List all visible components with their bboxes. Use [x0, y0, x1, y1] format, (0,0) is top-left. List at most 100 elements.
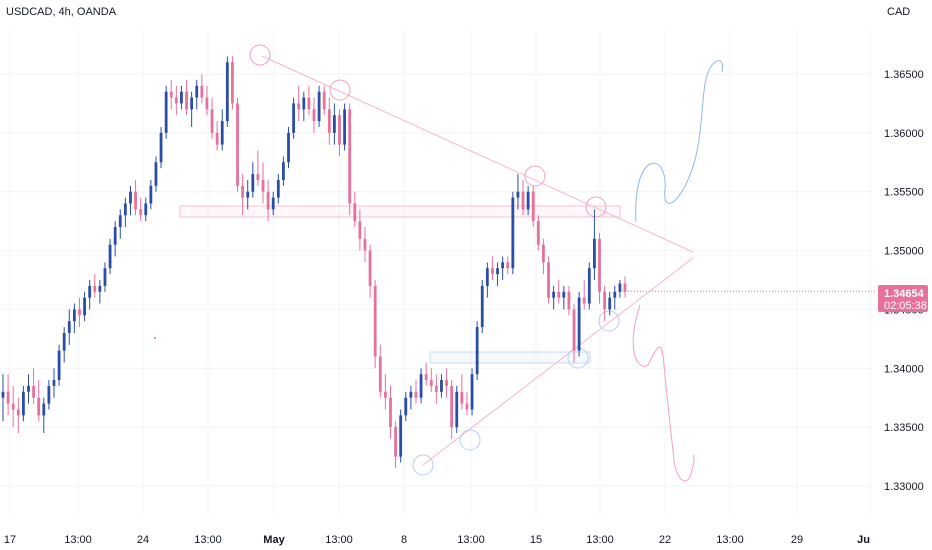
candle[interactable] — [353, 191, 357, 228]
candle[interactable] — [292, 97, 296, 139]
candle[interactable] — [470, 368, 474, 416]
candle[interactable] — [47, 380, 51, 410]
candle[interactable] — [485, 262, 489, 298]
candle[interactable] — [429, 368, 433, 392]
candle[interactable] — [598, 232, 601, 304]
candle[interactable] — [220, 109, 224, 151]
candle[interactable] — [593, 209, 596, 280]
candle[interactable] — [332, 103, 336, 145]
candle[interactable] — [358, 209, 362, 251]
candle[interactable] — [623, 276, 627, 298]
candle[interactable] — [327, 97, 331, 145]
swing-circle[interactable] — [524, 165, 546, 187]
candle[interactable] — [302, 91, 306, 122]
candle[interactable] — [113, 221, 117, 257]
upper-trendline[interactable] — [261, 55, 694, 253]
candle[interactable] — [440, 374, 443, 398]
candle[interactable] — [322, 85, 326, 116]
candle[interactable] — [271, 191, 275, 216]
candle[interactable] — [27, 374, 30, 404]
candle[interactable] — [200, 74, 204, 104]
price-axis[interactable]: 1.365001.360001.355001.350001.345001.340… — [884, 69, 924, 493]
candle[interactable] — [613, 285, 617, 310]
candle[interactable] — [256, 150, 260, 186]
candle[interactable] — [215, 121, 219, 151]
candle[interactable] — [409, 385, 413, 410]
candle[interactable] — [383, 374, 387, 410]
candle[interactable] — [246, 179, 250, 210]
candle[interactable] — [210, 97, 214, 139]
candle[interactable] — [190, 91, 194, 127]
candle[interactable] — [282, 156, 285, 186]
candle[interactable] — [603, 285, 607, 322]
candle[interactable] — [445, 368, 448, 398]
candle[interactable] — [42, 397, 46, 434]
candle[interactable] — [67, 309, 71, 345]
candle[interactable] — [317, 85, 321, 127]
candle[interactable] — [139, 197, 143, 222]
candle[interactable] — [511, 191, 515, 275]
swing-circle[interactable] — [249, 44, 271, 66]
candle[interactable] — [414, 380, 418, 404]
candle[interactable] — [491, 256, 494, 280]
candle[interactable] — [6, 374, 10, 416]
candle[interactable] — [552, 285, 556, 310]
candle[interactable] — [338, 109, 341, 157]
swing-circle[interactable] — [329, 79, 351, 101]
candle[interactable] — [572, 303, 576, 363]
candle[interactable] — [78, 297, 81, 328]
candle[interactable] — [88, 280, 92, 310]
candle[interactable] — [164, 85, 168, 139]
candle[interactable] — [1, 374, 5, 422]
candle[interactable] — [266, 179, 270, 222]
candle[interactable] — [174, 85, 178, 116]
swing-circle[interactable] — [585, 196, 607, 218]
candle[interactable] — [455, 385, 459, 434]
candle[interactable] — [37, 380, 41, 422]
candle[interactable] — [276, 174, 280, 204]
candle[interactable] — [547, 256, 550, 304]
candle[interactable] — [225, 56, 229, 127]
candle[interactable] — [108, 238, 112, 275]
candle[interactable] — [103, 262, 107, 292]
candle[interactable] — [460, 374, 464, 410]
candle[interactable] — [98, 280, 102, 304]
candle[interactable] — [129, 185, 132, 216]
candle[interactable] — [307, 85, 311, 116]
candle[interactable] — [241, 174, 245, 216]
support-zone[interactable] — [429, 351, 591, 364]
candle[interactable] — [195, 79, 199, 110]
candle[interactable] — [180, 85, 183, 110]
candle[interactable] — [11, 385, 15, 428]
candle[interactable] — [205, 85, 209, 116]
candle[interactable] — [480, 280, 484, 333]
candle[interactable] — [185, 79, 188, 116]
candle[interactable] — [363, 227, 367, 263]
candle[interactable] — [389, 385, 392, 439]
time-axis[interactable]: 17 13:00 24 13:00 May 13:00 8 13:00 15 13:00 22 13:… — [4, 534, 870, 546]
candle[interactable] — [72, 303, 76, 333]
candle[interactable] — [16, 397, 20, 434]
swing-circle[interactable] — [412, 454, 434, 476]
candle[interactable] — [531, 185, 535, 228]
candle[interactable] — [57, 344, 61, 386]
candle[interactable] — [62, 327, 66, 363]
candle[interactable] — [521, 179, 525, 216]
candle[interactable] — [567, 285, 571, 316]
candle[interactable] — [32, 368, 35, 404]
candle[interactable] — [123, 197, 127, 228]
candle[interactable] — [118, 209, 122, 239]
candle[interactable] — [348, 103, 352, 216]
candle[interactable] — [52, 368, 56, 398]
candle[interactable] — [404, 391, 408, 422]
candle[interactable] — [231, 56, 234, 110]
candle[interactable] — [373, 280, 377, 369]
candle[interactable] — [251, 162, 255, 198]
candle[interactable] — [536, 215, 540, 251]
candle[interactable] — [287, 126, 290, 169]
candle[interactable] — [506, 256, 510, 275]
candle[interactable] — [368, 244, 372, 298]
candle[interactable] — [154, 156, 158, 192]
candle[interactable] — [516, 174, 520, 210]
candle[interactable] — [608, 291, 612, 316]
